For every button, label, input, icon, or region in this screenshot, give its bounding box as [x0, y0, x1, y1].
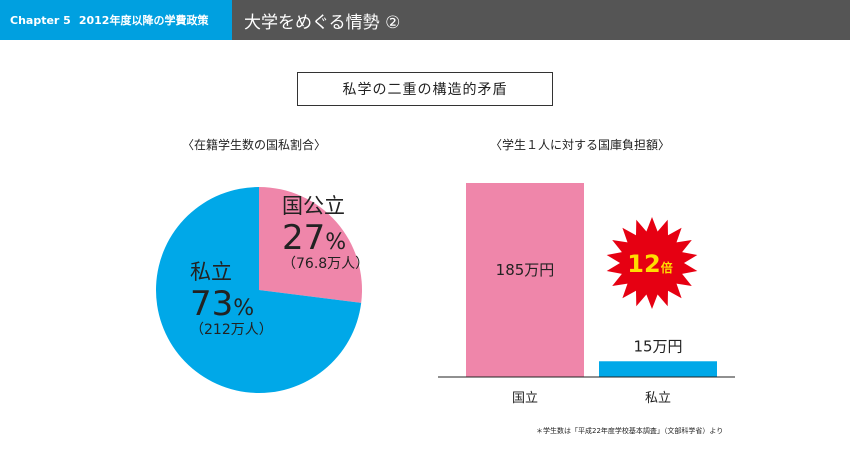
pie-public-percent-value: 27 — [282, 218, 326, 258]
multiplier-unit: 倍 — [661, 260, 673, 275]
footnote: ＊学生数は「平成22年度学校基本調査」（文部科学省）より — [536, 427, 724, 435]
pie-private-name: 私立 — [190, 260, 232, 284]
pie-private-percent-unit: % — [233, 296, 255, 321]
multiplier-number: 12 — [627, 250, 660, 278]
bar-1 — [599, 361, 717, 377]
pie-slice-0 — [259, 187, 363, 303]
pie-private-percent-value: 73 — [190, 284, 234, 324]
bar-0 — [466, 183, 584, 377]
pie-label-private: 私立 73% （212万人） — [190, 260, 273, 338]
bar-chart-title: 〈学生１人に対する国庫負担額〉 — [490, 138, 671, 152]
section-label: 2012年度以降の学費政策 — [78, 14, 209, 27]
chapter-tab: Chapter 5 2012年度以降の学費政策 — [0, 0, 232, 40]
header-bar: Chapter 5 2012年度以降の学費政策 大学をめぐる情勢 ② — [0, 0, 850, 40]
starburst-icon — [606, 217, 698, 309]
bar-value-label-0: 185万円 — [496, 261, 555, 279]
pie-public-percent-unit: % — [325, 230, 347, 255]
pie-public-count: （76.8万人） — [282, 256, 370, 272]
page-title: 大学をめぐる情勢 ② — [244, 12, 401, 33]
pie-public-name: 国公立 — [282, 194, 345, 218]
bar-value-label-1: 15万円 — [633, 337, 682, 355]
bar-category-label-0: 国立 — [512, 391, 538, 406]
topic-title: 私学の二重の構造的矛盾 — [342, 82, 508, 98]
pie-chart-title: 〈在籍学生数の国私割合〉 — [182, 138, 327, 152]
pie-private-percent: 73% — [190, 287, 273, 321]
pie-label-public: 国公立 27% （76.8万人） — [282, 194, 370, 272]
pie-slice-1 — [156, 187, 362, 393]
topic-box: 私学の二重の構造的矛盾 — [297, 72, 553, 106]
multiplier-label: 12倍 — [627, 250, 672, 278]
page-title-bar: 大学をめぐる情勢 ② — [232, 0, 850, 40]
pie-public-percent: 27% — [282, 221, 369, 255]
bar-category-label-1: 私立 — [645, 391, 671, 406]
pie-private-count: （212万人） — [190, 322, 273, 338]
chapter-label: Chapter 5 — [10, 13, 71, 27]
